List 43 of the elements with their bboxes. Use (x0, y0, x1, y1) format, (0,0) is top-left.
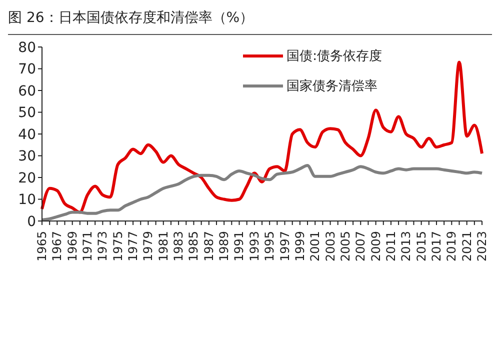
x-tick-label: 1977 (126, 231, 140, 262)
x-tick-label: 1983 (172, 231, 186, 262)
x-tick-label: 1969 (65, 231, 80, 262)
y-tick-label: 70 (18, 62, 36, 78)
x-tick-label: 1973 (96, 231, 110, 262)
y-tick-label: 20 (18, 170, 36, 186)
x-tick-label: 1965 (35, 231, 49, 262)
y-tick-label: 80 (18, 40, 36, 56)
x-tick-label: 2011 (384, 231, 398, 262)
x-tick-label: 2009 (368, 231, 383, 262)
x-tick-label: 2003 (323, 231, 338, 262)
y-tick-label: 40 (18, 126, 36, 143)
x-tick-label: 2019 (444, 231, 459, 262)
legend-label: 国债:债务依存度 (286, 48, 382, 65)
y-tick-label: 0 (27, 214, 36, 230)
y-tick-label: 50 (18, 105, 36, 122)
x-tick-label: 2005 (338, 231, 352, 262)
y-tick-label: 60 (18, 83, 36, 100)
y-tick-label: 30 (18, 148, 36, 165)
x-tick-label: 2023 (475, 231, 489, 262)
x-tick-label: 1975 (110, 231, 125, 262)
x-tick-label: 1993 (247, 231, 262, 262)
x-tick-label: 1997 (278, 231, 292, 262)
legend-label: 国家债务清偿率 (286, 78, 378, 95)
line-series (40, 60, 484, 214)
x-tick-label: 2007 (354, 231, 368, 262)
x-tick-label: 2001 (308, 231, 322, 262)
x-tick-label: 1985 (186, 231, 201, 262)
chart-title: 图 26：日本国债依存度和清偿率（%） (8, 8, 492, 35)
x-tick-label: 2015 (414, 231, 428, 262)
x-tick-label: 1971 (80, 231, 95, 262)
x-tick-label: 2017 (429, 231, 444, 262)
x-tick-label: 2021 (460, 231, 474, 262)
x-tick-label: 1987 (202, 231, 216, 262)
x-tick-label: 1979 (141, 231, 156, 262)
x-tick-label: 1967 (50, 231, 64, 262)
x-tick-label: 1991 (232, 231, 246, 262)
x-tick-label: 1989 (217, 231, 232, 262)
x-tick-label: 1995 (262, 231, 277, 262)
x-tick-label: 1981 (156, 231, 170, 262)
x-tick-label: 1999 (292, 231, 307, 262)
x-tick-label: 2013 (399, 231, 414, 262)
y-tick-label: 10 (18, 192, 36, 208)
